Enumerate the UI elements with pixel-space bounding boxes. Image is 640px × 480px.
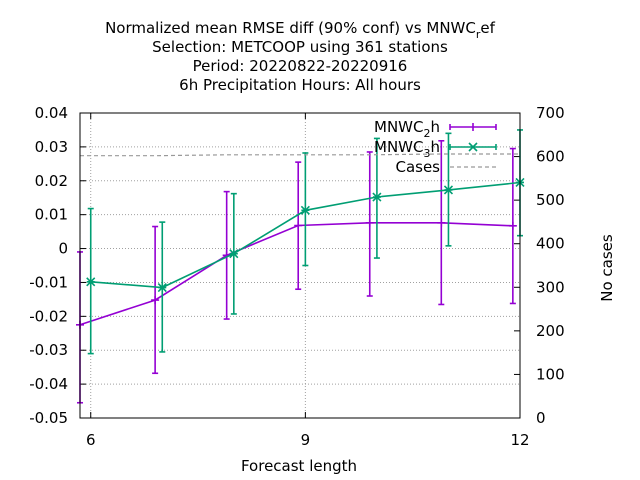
y2-tick-label: 0 [536, 409, 546, 427]
y-tick-label: -0.01 [29, 273, 68, 291]
y-tick-label: 0 [58, 240, 68, 258]
legend-label-3: Cases [395, 158, 440, 176]
y-tick-label: 0.01 [35, 206, 68, 224]
legend-marker [468, 142, 478, 152]
title-line-3: Period: 20220822-20220916 [193, 57, 408, 75]
y-tick-label: -0.03 [29, 341, 68, 359]
y-tick-label: 0.04 [35, 104, 68, 122]
x-tick-label: 9 [301, 431, 311, 449]
title-line-4: 6h Precipitation Hours: All hours [179, 76, 421, 94]
data-point [294, 221, 303, 230]
x-tick-label: 12 [510, 431, 529, 449]
legend-label-2: MNWC3h [374, 138, 440, 160]
y2-tick-label: 500 [536, 191, 565, 209]
data-point [151, 296, 160, 305]
y2-tick-label: 600 [536, 148, 565, 166]
data-point [86, 277, 96, 287]
tick-labels: 0.04 0.03 0.02 0.01 0 -0.01 -0.02 -0.03 -0.04 -0.… [29, 104, 564, 449]
plot-frame [79, 112, 521, 419]
y2-tick-label: 200 [536, 322, 565, 340]
x-tick-label: 6 [86, 431, 96, 449]
data-point [229, 249, 239, 259]
chart-title: Normalized mean RMSE diff (90% conf) vs … [105, 19, 496, 94]
y2-tick-label: 700 [536, 104, 565, 122]
y-tick-label: 0.02 [35, 172, 68, 190]
y-tick-label: -0.05 [29, 409, 68, 427]
series-3 [80, 153, 520, 157]
y2-tick-label: 100 [536, 365, 565, 383]
data-point [300, 205, 310, 215]
series-2 [86, 129, 525, 355]
y2-tick-label: 400 [536, 235, 565, 253]
data-point [157, 282, 167, 293]
grid-layer [80, 113, 520, 418]
y2-axis-label: No cases [598, 234, 616, 302]
data-point [443, 185, 454, 195]
title-line-1: Normalized mean RMSE diff (90% conf) vs … [105, 19, 496, 41]
series-1 [76, 139, 517, 404]
series-layer [76, 129, 525, 404]
y-tick-label: -0.04 [29, 375, 68, 393]
x-axis-label: Forecast length [241, 457, 357, 475]
legend-label-1: MNWC2h [374, 118, 440, 140]
data-point [372, 192, 382, 202]
title-line-2: Selection: METCOOP using 361 stations [152, 38, 448, 56]
data-point [437, 218, 446, 227]
y-tick-label: 0.03 [35, 138, 68, 156]
data-point [365, 218, 374, 227]
data-point [508, 221, 517, 230]
y2-tick-label: 300 [536, 278, 565, 296]
series-line [80, 153, 520, 157]
y-tick-label: -0.02 [29, 307, 68, 325]
